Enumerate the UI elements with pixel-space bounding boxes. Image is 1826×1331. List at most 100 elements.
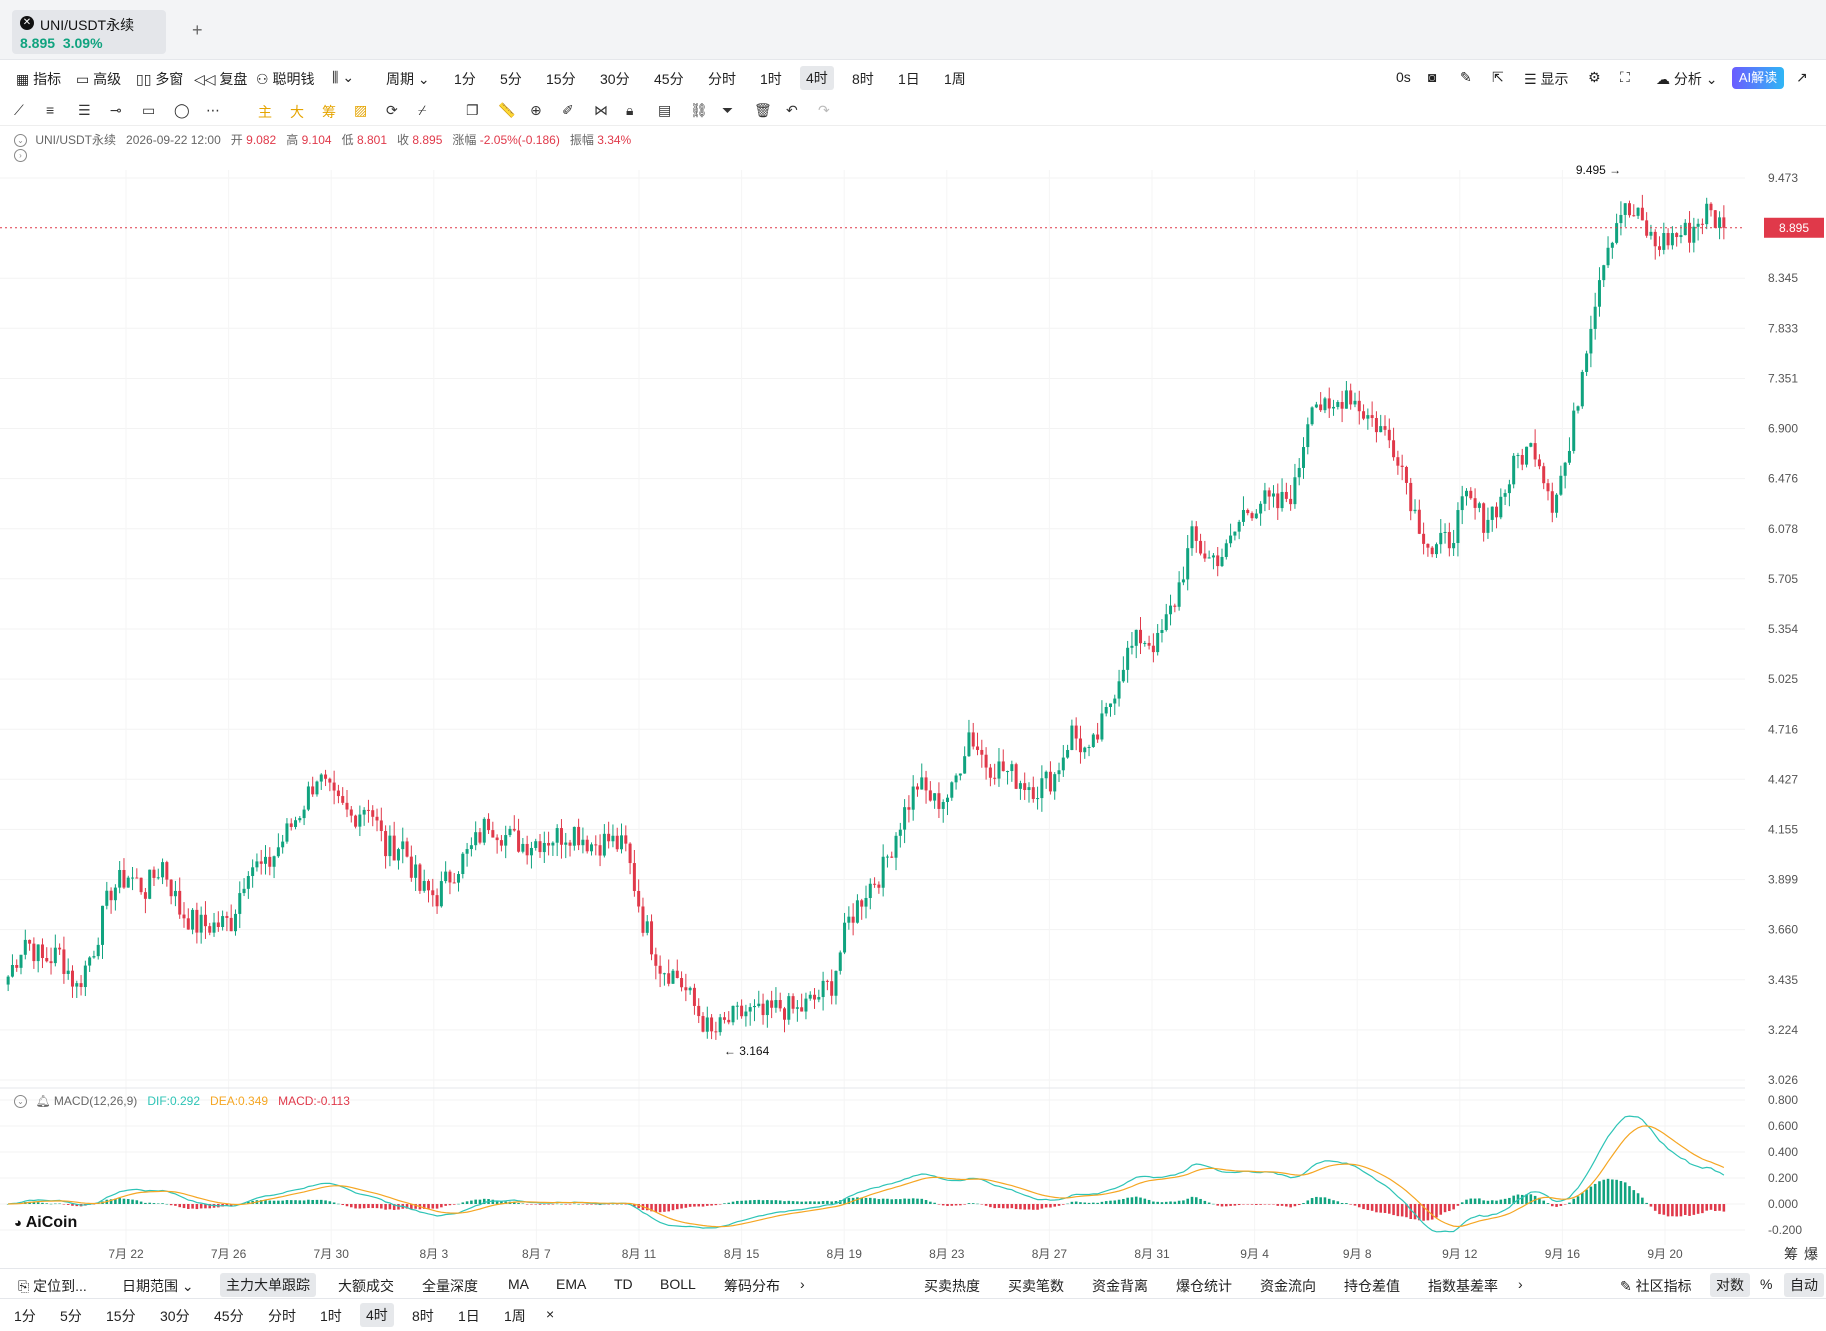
big-toggle[interactable]: 大	[290, 104, 304, 120]
indicator-large-trades[interactable]: 大额成交	[338, 1278, 394, 1294]
bottom-period-timeshare[interactable]: 分时	[268, 1308, 296, 1324]
advanced-button[interactable]: ▭ 高级	[76, 71, 122, 87]
chip-toggle[interactable]: 筹	[322, 104, 336, 120]
bottom-period-8h[interactable]: 8时	[412, 1308, 434, 1324]
period-timeshare[interactable]: 分时	[708, 71, 736, 87]
indicator-ema[interactable]: EMA	[556, 1276, 587, 1292]
period-30m[interactable]: 30分	[600, 71, 630, 87]
macd-bar	[950, 1204, 954, 1206]
log-scale-toggle[interactable]: 对数	[1710, 1273, 1750, 1297]
template-tool-icon[interactable]: ▤	[658, 102, 672, 118]
replay-button[interactable]: ◁◁ 复盘	[194, 71, 248, 87]
chip-corner-label[interactable]: 筹	[1784, 1246, 1798, 1262]
period-45m[interactable]: 45分	[654, 71, 684, 87]
date-range-dropdown[interactable]: 日期范围 ⌄	[122, 1278, 194, 1294]
copy-tool-icon[interactable]: ❐	[466, 102, 479, 118]
bottom-period-1w[interactable]: 1周	[504, 1308, 526, 1324]
bottom-period-1h[interactable]: 1时	[320, 1308, 342, 1324]
price-chart[interactable]: 9.473 8.345 7.833 7.351 6.900 6.476 6.078 5.705…	[0, 126, 1826, 1276]
bottom-period-1m[interactable]: 1分	[14, 1308, 36, 1324]
display-button[interactable]: ☰ 显示	[1524, 71, 1569, 87]
close-icon[interactable]: ✕	[20, 16, 34, 30]
period-1m[interactable]: 1分	[454, 71, 476, 87]
magnet-tool-icon[interactable]: ⋈	[594, 102, 608, 118]
period-15m[interactable]: 15分	[546, 71, 576, 87]
settings-icon[interactable]: ⚙	[1588, 69, 1601, 85]
line-tool-icon[interactable]: ⟋	[14, 102, 24, 118]
hline-tool-icon[interactable]: ☰	[78, 102, 91, 118]
period-1w[interactable]: 1周	[944, 71, 966, 87]
brush-tool-icon[interactable]: ✐	[562, 102, 574, 118]
undo-icon[interactable]: ↶	[786, 102, 798, 118]
delete-tool-icon[interactable]: 🗑︎	[754, 102, 772, 118]
ellipse-tool-icon[interactable]: ◯	[174, 102, 190, 118]
bottom-period-15m[interactable]: 15分	[106, 1308, 136, 1324]
period-1h[interactable]: 1时	[760, 71, 782, 87]
expand-icon[interactable]: ›	[14, 149, 27, 162]
indicator-whale-tracking[interactable]: 主力大单跟踪	[220, 1273, 316, 1297]
indicator-full-depth[interactable]: 全量深度	[422, 1278, 478, 1294]
parallel-tool-icon[interactable]: ≡	[46, 102, 55, 118]
bottom-period-30m[interactable]: 30分	[160, 1308, 190, 1324]
candle-body	[362, 809, 366, 815]
close-periods-icon[interactable]: ×	[546, 1306, 555, 1322]
bottom-period-45m[interactable]: 45分	[214, 1308, 244, 1324]
chevron-right-icon[interactable]: ›	[800, 1276, 805, 1292]
share-icon[interactable]: ↗	[1796, 69, 1808, 85]
add-tab-icon[interactable]: +	[192, 20, 203, 40]
indicator-basis[interactable]: 指数基差率	[1428, 1278, 1498, 1294]
community-indicator-button[interactable]: ✎ 社区指标	[1620, 1278, 1692, 1294]
indicator-buy-sell-heat[interactable]: 买卖热度	[924, 1278, 980, 1294]
bell-icon[interactable]: 🔔︎	[35, 1094, 51, 1108]
indicator-chip[interactable]: 筹码分布	[724, 1278, 780, 1294]
locate-button[interactable]: ⎘ 定位到...	[18, 1278, 87, 1294]
auto-scale-toggle[interactable]: 自动	[1784, 1273, 1824, 1297]
indicator-td[interactable]: TD	[614, 1276, 633, 1292]
refresh-counter[interactable]: 0s	[1396, 69, 1411, 85]
rect-tool-icon[interactable]: ▭	[142, 102, 156, 118]
link-tool-icon[interactable]: ⛓	[690, 102, 708, 118]
redo-icon[interactable]: ↷	[818, 102, 830, 118]
ruler-tool-icon[interactable]: 📏	[498, 102, 516, 118]
indicator-fund-divergence[interactable]: 资金背离	[1092, 1278, 1148, 1294]
indicator-liquidation[interactable]: 爆仓统计	[1176, 1278, 1232, 1294]
liq-corner-label[interactable]: 爆	[1804, 1246, 1818, 1262]
lock-tool-icon[interactable]: 🔒︎	[626, 102, 634, 118]
multi-window-button[interactable]: ▯▯ 多窗	[136, 71, 184, 87]
symbol-tab[interactable]: ✕ UNI/USDT永续 8.895 3.09%	[12, 10, 166, 54]
period-4h[interactable]: 4时	[800, 66, 834, 90]
smart-money-button[interactable]: ⚇ 聪明钱	[256, 71, 315, 87]
percent-toggle[interactable]: %	[1760, 1276, 1773, 1292]
zoom-tool-icon[interactable]: ⊕	[530, 102, 542, 118]
export-icon[interactable]: ⇱	[1492, 69, 1504, 85]
more-tools-icon[interactable]: ⋯	[206, 102, 220, 118]
sync-tool-icon[interactable]: ⟳	[386, 102, 398, 118]
erase-tool-icon[interactable]: ⌿	[418, 102, 427, 118]
filter-tool-icon[interactable]: ⏷	[722, 102, 734, 118]
bottom-period-1d[interactable]: 1日	[458, 1308, 480, 1324]
bottom-period-5m[interactable]: 5分	[60, 1308, 82, 1324]
bottom-period-4h[interactable]: 4时	[360, 1303, 394, 1327]
period-dropdown[interactable]: 周期 ⌄	[386, 71, 430, 87]
indicator-button[interactable]: ▦ 指标	[16, 71, 62, 87]
indicator-fund-flow[interactable]: 资金流向	[1260, 1278, 1316, 1294]
fullscreen-icon[interactable]: ⛶	[1620, 69, 1630, 85]
period-8h[interactable]: 8时	[852, 71, 874, 87]
macd-collapse-icon[interactable]: ⌄	[14, 1095, 27, 1109]
highlight-tool-icon[interactable]: ▨	[354, 102, 368, 118]
period-1d[interactable]: 1日	[898, 71, 920, 87]
analysis-button[interactable]: ☁ 分析 ⌄	[1656, 71, 1718, 87]
ray-tool-icon[interactable]: ⊸	[110, 102, 122, 118]
collapse-icon[interactable]: ⌄	[14, 134, 27, 148]
camera-icon[interactable]: ◙	[1428, 69, 1437, 85]
chart-type-icon[interactable]: ⫼ ⌄	[332, 69, 355, 85]
period-5m[interactable]: 5分	[500, 71, 522, 87]
indicator-ma[interactable]: MA	[508, 1276, 529, 1292]
chevron-right-icon-2[interactable]: ›	[1518, 1276, 1523, 1292]
indicator-boll[interactable]: BOLL	[660, 1276, 696, 1292]
ai-interpret-button[interactable]: AI解读	[1732, 67, 1784, 89]
indicator-buy-sell-count[interactable]: 买卖笔数	[1008, 1278, 1064, 1294]
indicator-oi-diff[interactable]: 持仓差值	[1344, 1278, 1400, 1294]
main-toggle[interactable]: 主	[258, 104, 272, 120]
pencil-icon[interactable]: ✎	[1460, 69, 1472, 85]
